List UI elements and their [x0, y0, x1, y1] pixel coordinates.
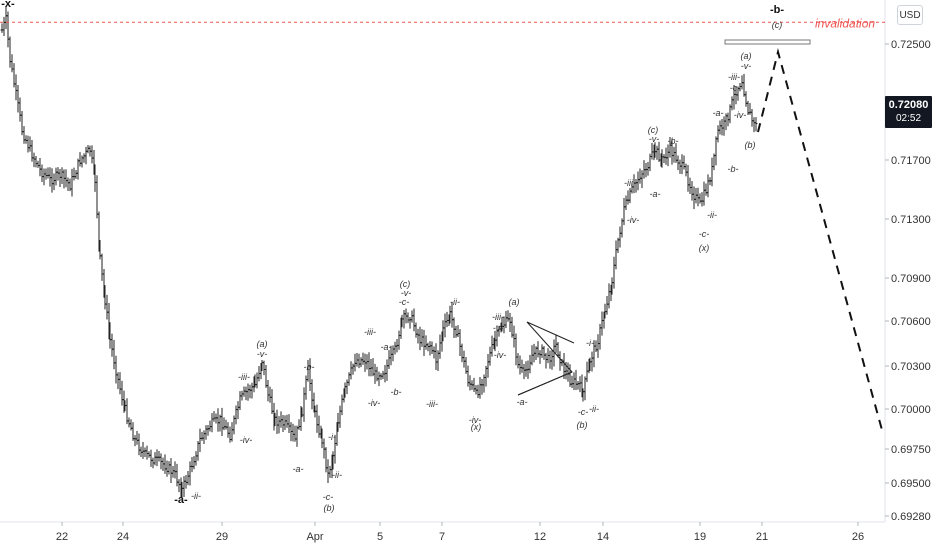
- x-tick-label: 26: [852, 531, 864, 543]
- wave-label: (a): [257, 339, 268, 349]
- currency-button[interactable]: USD: [897, 5, 923, 25]
- wave-label: (a): [741, 51, 752, 61]
- y-tick-label: 0.71300: [891, 214, 931, 226]
- wave-label: -ii-: [191, 491, 201, 501]
- wave-label: -c-: [730, 83, 741, 93]
- y-tick-label: 0.69750: [891, 444, 931, 456]
- wave-label: -b-: [668, 136, 679, 146]
- wave-label: -iii-: [624, 178, 636, 188]
- wave-label: -c-: [699, 229, 710, 239]
- projection-path: [757, 48, 883, 431]
- wave-label: (c): [400, 279, 411, 289]
- y-tick-label: 0.72500: [891, 39, 931, 51]
- wave-label: -b-: [391, 387, 402, 397]
- wave-label: -v-: [741, 61, 752, 71]
- wave-label: -iii-: [492, 312, 504, 322]
- y-tick-label: 0.70600: [891, 316, 931, 328]
- triangle-lower-line: [517, 371, 573, 396]
- y-tick-label: 0.70300: [891, 361, 931, 373]
- wave-label: -ii-: [707, 210, 717, 220]
- wave-label: -iv-: [368, 398, 381, 408]
- wave-label: -iii-: [728, 72, 740, 82]
- wave-label: (b): [745, 140, 756, 150]
- wave-label: -b-: [304, 362, 315, 372]
- bar-countdown: 02:52: [895, 113, 922, 124]
- x-tick-label: 19: [694, 531, 706, 543]
- wave-label: -iii-: [364, 327, 376, 337]
- y-tick-label: 0.69500: [891, 478, 931, 490]
- wave-label: (b): [324, 503, 335, 513]
- wave-label: -iv-: [627, 215, 640, 225]
- wave-label: -b-: [728, 164, 739, 174]
- wave-label: (a): [509, 297, 520, 307]
- wave-label: -i-: [586, 338, 594, 348]
- wave-label: -x-: [1, 0, 15, 10]
- x-tick-label: 24: [117, 531, 129, 543]
- wave-label: (x): [471, 422, 482, 432]
- wave-label: -c-: [323, 492, 334, 502]
- wave-label: -a-: [650, 189, 661, 199]
- wave-label: -iv-: [734, 110, 747, 120]
- wave-label: -a-: [293, 464, 304, 474]
- y-tick-label: 0.69280: [891, 511, 931, 523]
- target-zone-box: [724, 39, 811, 45]
- wave-label: -iii-: [426, 399, 438, 409]
- wave-label: -v-: [649, 134, 660, 144]
- x-tick-label: 12: [534, 531, 546, 543]
- x-tick-label: 7: [439, 531, 445, 543]
- y-tick-label: 0.70900: [891, 273, 931, 285]
- invalidation-label: invalidation: [815, 16, 875, 30]
- wave-label: (x): [699, 243, 710, 253]
- price-bars: [0, 6, 758, 500]
- x-tick-label: 5: [377, 531, 383, 543]
- wave-labels: -x--a- -ii--iii--iv-(a)-v--a--b--c-(b)-i-…: [1, 0, 784, 513]
- wave-label: -ii-: [332, 470, 342, 480]
- x-tick-label: 29: [216, 531, 228, 543]
- wave-label: -c-: [399, 297, 410, 307]
- x-tick-label: Apr: [306, 531, 323, 543]
- wave-label: -iv-: [494, 350, 507, 360]
- x-tick-label: 21: [756, 531, 768, 543]
- wave-label: -a-: [381, 342, 392, 352]
- wave-label: -iii-: [238, 372, 250, 382]
- wave-label: -ii-: [450, 297, 460, 307]
- wave-label: -iv-: [240, 435, 253, 445]
- y-tick-label: 0.71700: [891, 155, 931, 167]
- wave-label: -v-: [401, 288, 412, 298]
- wave-label: (c): [648, 125, 659, 135]
- wave-label: -iv-: [469, 415, 482, 425]
- wave-label: -a-: [517, 397, 528, 407]
- wave-label: -ii-: [589, 404, 599, 414]
- last-price-value: 0.72080: [888, 99, 929, 111]
- y-tick-label: 0.70000: [891, 404, 931, 416]
- x-tick-label: 14: [597, 531, 609, 543]
- wave-label: -v-: [257, 349, 268, 359]
- wave-label: (c): [772, 20, 783, 30]
- wave-label: -a-: [174, 494, 188, 506]
- wave-label: -b-: [770, 4, 784, 16]
- wave-label: -c-: [578, 407, 589, 417]
- last-price-badge: 0.72080 02:52: [885, 96, 932, 128]
- wave-label: (b): [577, 420, 588, 430]
- chart-drawings: invalidation: [0, 16, 885, 431]
- x-tick-label: 22: [56, 531, 68, 543]
- wave-label: -v-: [493, 323, 504, 333]
- wave-label: -a-: [713, 108, 724, 118]
- wave-label: -i-: [328, 432, 336, 442]
